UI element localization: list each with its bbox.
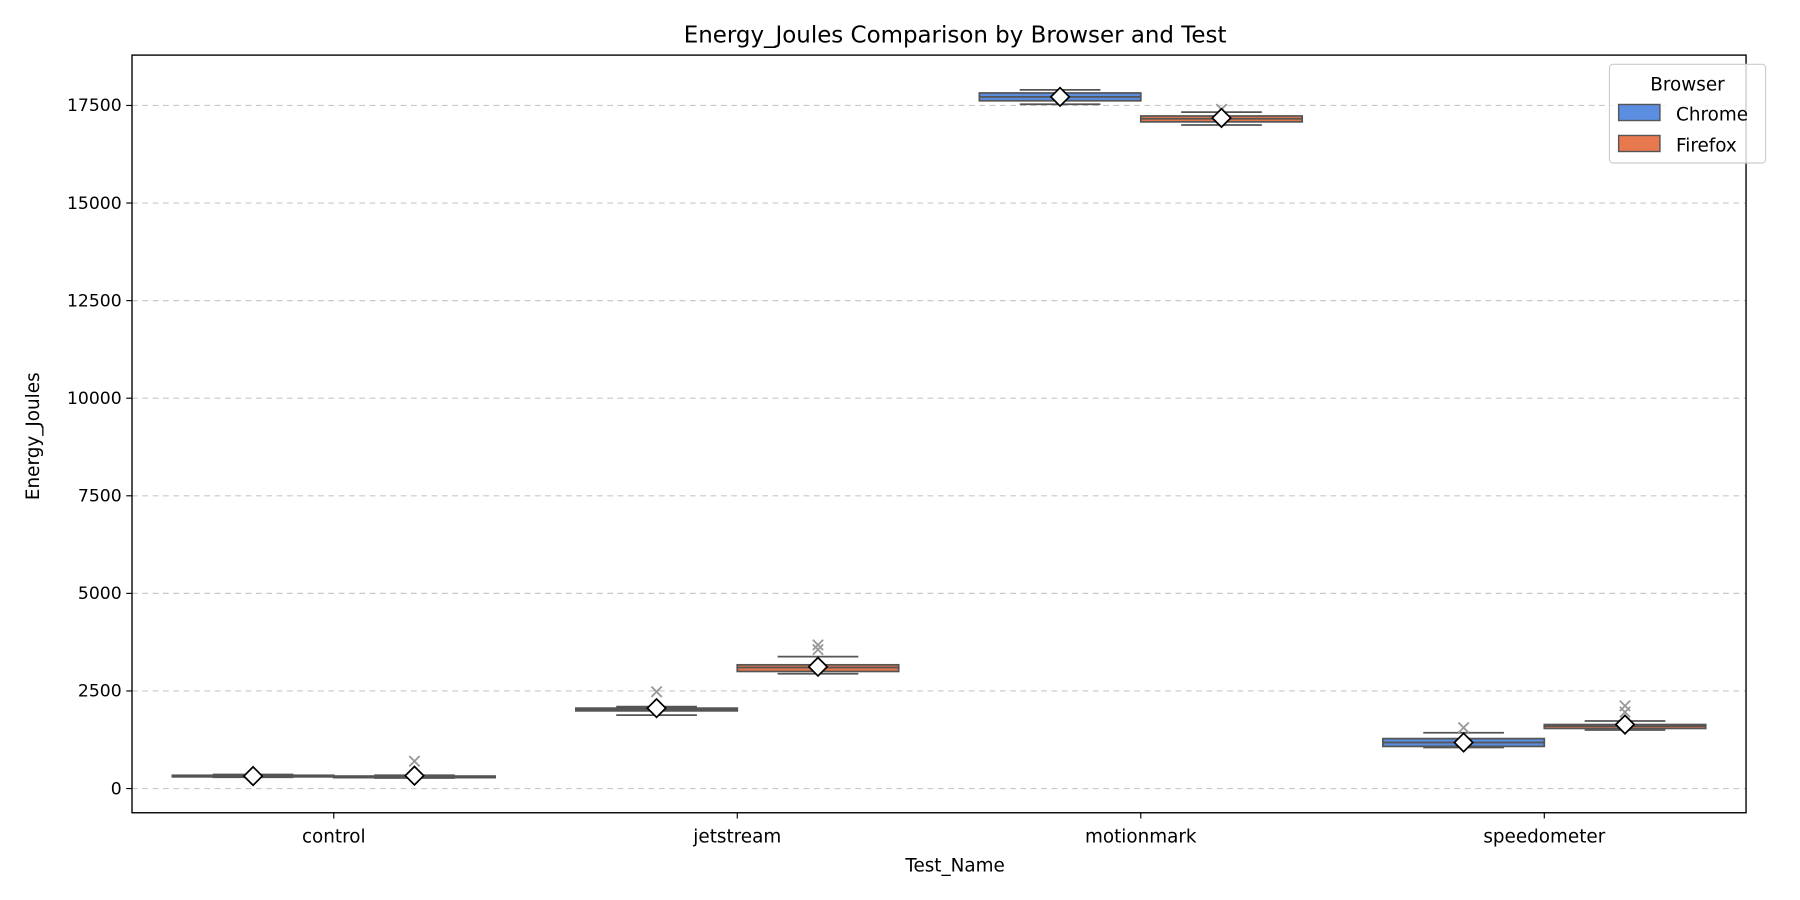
box-firefox-motionmark — [1139, 103, 1304, 129]
gridlines — [132, 104, 1747, 790]
chart-title: Energy_Joules Comparison by Browser and … — [684, 22, 1227, 48]
plot-frame — [131, 54, 1747, 814]
outlier-marker — [650, 685, 663, 698]
box-chrome-motionmark — [978, 86, 1142, 108]
mean-marker — [646, 697, 667, 719]
y-tick-label: 7500 — [78, 487, 122, 507]
box-chrome-speedometer — [1382, 721, 1546, 753]
y-axis-ticks: 0 2500 5000 7500 10000 12500 15000 17500 — [67, 96, 133, 799]
y-tick-label: 0 — [111, 779, 122, 799]
x-axis-label: Test_Name — [904, 855, 1005, 876]
box-chrome-jetstream — [575, 685, 739, 719]
legend-label-firefox: Firefox — [1676, 136, 1737, 157]
x-tick-label: motionmark — [1085, 827, 1197, 848]
x-tick-label: jetstream — [692, 827, 781, 848]
legend: Browser Chrome Firefox — [1608, 63, 1767, 164]
y-tick-label: 5000 — [78, 584, 122, 604]
outlier-marker — [1619, 699, 1631, 712]
y-tick-label: 17500 — [67, 96, 122, 116]
y-tick-label: 15000 — [67, 194, 122, 214]
legend-swatch-chrome — [1617, 103, 1661, 122]
box-firefox-speedometer — [1543, 699, 1707, 735]
mean-marker — [1049, 86, 1071, 108]
outlier-marker — [812, 639, 824, 651]
y-tick-label: 2500 — [78, 682, 122, 702]
mean-marker — [807, 656, 829, 678]
box-chrome-control — [171, 765, 335, 787]
y-axis-label: Energy_Joules — [23, 372, 44, 500]
x-tick-label: control — [302, 827, 366, 848]
legend-swatch-firefox — [1617, 134, 1661, 153]
mean-marker — [1614, 714, 1636, 735]
outlier-marker — [408, 755, 421, 768]
mean-marker — [242, 765, 264, 787]
x-tick-label: speedometer — [1483, 827, 1605, 848]
boxes — [171, 86, 1707, 787]
mean-marker — [404, 765, 425, 787]
y-tick-label: 12500 — [67, 291, 122, 311]
y-tick-label: 10000 — [67, 389, 122, 409]
outlier-marker — [1457, 721, 1470, 734]
legend-title: Browser — [1650, 75, 1725, 96]
box-firefox-control — [332, 755, 497, 787]
box-firefox-jetstream — [736, 639, 900, 678]
outlier-marker — [812, 643, 824, 656]
x-axis-ticks: control jetstream motionmark speedometer — [302, 812, 1606, 848]
legend-label-chrome: Chrome — [1676, 105, 1748, 126]
mean-marker — [1453, 732, 1474, 753]
mean-marker — [1211, 107, 1232, 129]
